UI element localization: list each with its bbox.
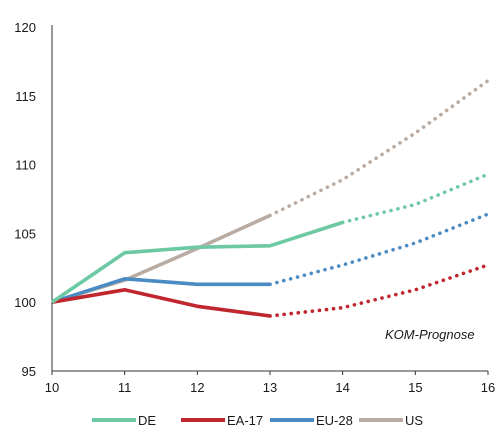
x-tick-label: 16 xyxy=(481,380,495,395)
legend-label-eu-28: EU-28 xyxy=(316,413,353,428)
y-tick-label: 115 xyxy=(15,89,36,104)
series-line-de-forecast xyxy=(340,172,490,225)
y-tick-label: 95 xyxy=(22,364,36,379)
series-line-us-actual xyxy=(51,213,271,304)
series-line-eu-28-actual xyxy=(51,276,270,304)
y-tick-label: 120 xyxy=(14,20,36,35)
x-tick-label: 12 xyxy=(190,380,204,395)
chart-series xyxy=(50,78,490,318)
x-tick-label: 14 xyxy=(335,380,349,395)
x-tick-label: 15 xyxy=(408,380,422,395)
y-tick-label: 100 xyxy=(14,295,36,310)
legend-label-ea-17: EA-17 xyxy=(227,413,263,428)
forecast-annotation: KOM-Prognose xyxy=(385,327,475,342)
series-line-ea-17-actual xyxy=(51,287,271,318)
chart-legend: DE EA-17 EU-28 US xyxy=(92,413,423,428)
series-line-us-forecast xyxy=(268,78,490,218)
y-tick-label: 110 xyxy=(15,158,36,173)
y-tick-label: 105 xyxy=(14,226,36,241)
series-line-eu-28-forecast xyxy=(268,212,490,287)
x-tick-label: 11 xyxy=(118,380,132,395)
chart-axes: 95 100 105 110 115 120 10 11 12 13 14 15 16 xyxy=(14,20,495,395)
series-line-de-actual xyxy=(50,220,344,304)
legend-label-us: US xyxy=(405,413,423,428)
series-line-ea-17-forecast xyxy=(268,263,490,318)
x-tick-label: 10 xyxy=(45,380,59,395)
legend-label-de: DE xyxy=(138,413,156,428)
x-tick-label: 13 xyxy=(263,380,277,395)
